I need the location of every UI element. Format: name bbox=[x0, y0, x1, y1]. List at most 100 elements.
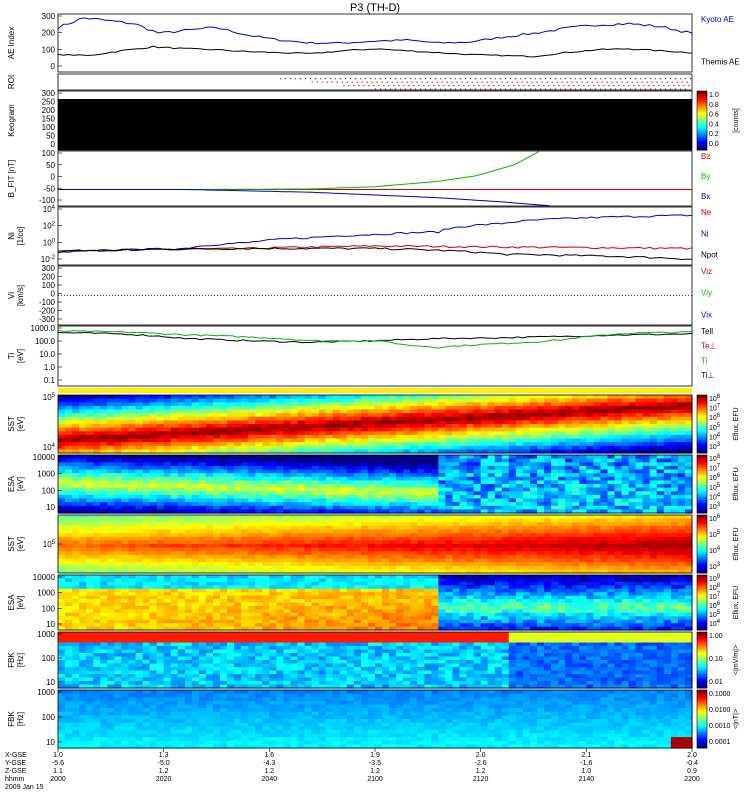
spectrogram-cell bbox=[177, 525, 186, 531]
spectrogram-cell bbox=[487, 473, 496, 478]
spectrogram-cell bbox=[452, 442, 461, 447]
colorbar-segment bbox=[697, 481, 707, 484]
spectrogram-cell bbox=[389, 551, 397, 556]
roi-flag bbox=[604, 78, 607, 80]
spectrogram-cell bbox=[339, 502, 348, 507]
spectrogram-cell bbox=[184, 529, 193, 534]
spectrogram-cell bbox=[375, 558, 383, 563]
spectrogram-cell bbox=[220, 455, 228, 460]
spectrogram-cell bbox=[177, 529, 186, 534]
roi-flag bbox=[653, 85, 655, 87]
roi-flag bbox=[600, 88, 602, 90]
spectrogram-cell bbox=[220, 558, 228, 563]
spectrogram-cell bbox=[663, 554, 672, 560]
spectrogram-cell bbox=[311, 505, 320, 510]
spectrogram-cell bbox=[656, 413, 665, 418]
spectrogram-cell bbox=[262, 473, 270, 478]
spectrogram-cell bbox=[522, 565, 531, 570]
spectrogram-cell bbox=[396, 529, 404, 534]
spectrogram-cell bbox=[607, 536, 616, 541]
spectrogram-cell bbox=[558, 505, 566, 510]
spectrogram-cell bbox=[614, 424, 623, 429]
spectrogram-cell bbox=[438, 558, 446, 563]
spectrogram-cell bbox=[572, 473, 580, 478]
spectrogram-cell bbox=[663, 558, 672, 563]
spectrogram-cell bbox=[508, 525, 517, 531]
colorbar-segment bbox=[697, 476, 707, 479]
spectrogram-cell bbox=[248, 480, 256, 485]
spectrogram-cell bbox=[452, 480, 461, 485]
spectrogram-cell bbox=[396, 405, 404, 411]
spectrogram-cell bbox=[93, 395, 101, 400]
spectrogram-cell bbox=[572, 405, 580, 411]
spectrogram-cell bbox=[670, 480, 679, 485]
spectrogram-cell bbox=[163, 544, 172, 549]
spectrogram-cell bbox=[142, 416, 151, 421]
spectrogram-cell bbox=[389, 518, 397, 523]
spectrogram-cell bbox=[642, 434, 651, 440]
spectrogram-cell bbox=[537, 502, 545, 507]
spectrogram-cell bbox=[325, 522, 334, 527]
panel-ylabel: SST bbox=[7, 536, 16, 552]
roi-flag bbox=[556, 81, 558, 83]
spectrogram-cell bbox=[107, 536, 115, 541]
spectrogram-cell bbox=[642, 569, 651, 574]
spectrogram-cell bbox=[445, 434, 453, 440]
spectrogram-cell bbox=[551, 544, 559, 549]
spectrogram-cell bbox=[297, 395, 306, 400]
spectrogram-cell bbox=[473, 509, 482, 514]
spectrogram-cell bbox=[600, 438, 608, 443]
spectrogram-cell bbox=[149, 565, 158, 570]
spectrogram-cell bbox=[635, 525, 644, 531]
spectrogram-cell bbox=[248, 434, 256, 440]
spectrogram-cell bbox=[445, 462, 453, 467]
spectrogram-cell bbox=[403, 494, 411, 500]
spectrogram-cell bbox=[283, 547, 291, 552]
spectrogram-cell bbox=[72, 395, 80, 400]
spectrogram-cell bbox=[424, 473, 432, 478]
spectrogram-cell bbox=[332, 562, 341, 567]
spectrogram-cell bbox=[375, 487, 383, 492]
spectrogram-cell bbox=[128, 438, 136, 443]
spectrogram-cell bbox=[466, 540, 475, 545]
spectrogram-cell bbox=[417, 402, 425, 407]
spectrogram-cell bbox=[346, 562, 355, 567]
spectrogram-cell bbox=[170, 405, 179, 411]
roi-flag bbox=[348, 85, 350, 87]
spectrogram-cell bbox=[353, 554, 362, 560]
spectrogram-cell bbox=[184, 445, 193, 450]
spectrogram-cell bbox=[544, 395, 552, 400]
spectrogram-cell bbox=[269, 434, 277, 440]
spectrogram-cell bbox=[220, 518, 228, 523]
spectrogram-cell bbox=[191, 431, 200, 436]
spectrogram-cell bbox=[544, 458, 552, 463]
spectrogram-cell bbox=[86, 424, 94, 429]
roi-flag bbox=[326, 81, 328, 83]
spectrogram-cell bbox=[241, 395, 249, 400]
spectrogram-cell bbox=[184, 505, 193, 510]
spectrogram-cell bbox=[544, 533, 552, 538]
spectrogram-cell bbox=[670, 547, 679, 552]
spectrogram-cell bbox=[614, 522, 623, 527]
spectrogram-cell bbox=[649, 458, 658, 463]
spectrogram-cell bbox=[121, 480, 129, 485]
spectrogram-cell bbox=[551, 494, 559, 500]
spectrogram-cell bbox=[515, 558, 524, 563]
spectrogram-cell bbox=[248, 476, 256, 481]
spectrogram-cell bbox=[276, 395, 284, 400]
spectrogram-cell bbox=[332, 533, 341, 538]
spectrogram-cell bbox=[135, 509, 144, 514]
colorbar-segment bbox=[697, 564, 707, 567]
spectrogram-cell bbox=[339, 558, 348, 563]
spectrogram-cell bbox=[515, 509, 524, 514]
spectrogram-cell bbox=[255, 395, 263, 400]
spectrogram-cell bbox=[551, 536, 559, 541]
spectrogram-cell bbox=[346, 484, 355, 489]
spectrogram-cell bbox=[86, 465, 94, 471]
series-line bbox=[57, 45, 693, 58]
spectrogram-cell bbox=[403, 465, 411, 471]
y-tick-label: 10000 bbox=[33, 453, 56, 462]
spectrogram-cell bbox=[431, 544, 439, 549]
spectrogram-cell bbox=[607, 554, 616, 560]
roi-flag bbox=[620, 88, 622, 90]
